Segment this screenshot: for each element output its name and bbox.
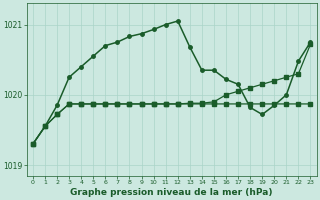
X-axis label: Graphe pression niveau de la mer (hPa): Graphe pression niveau de la mer (hPa) xyxy=(70,188,273,197)
